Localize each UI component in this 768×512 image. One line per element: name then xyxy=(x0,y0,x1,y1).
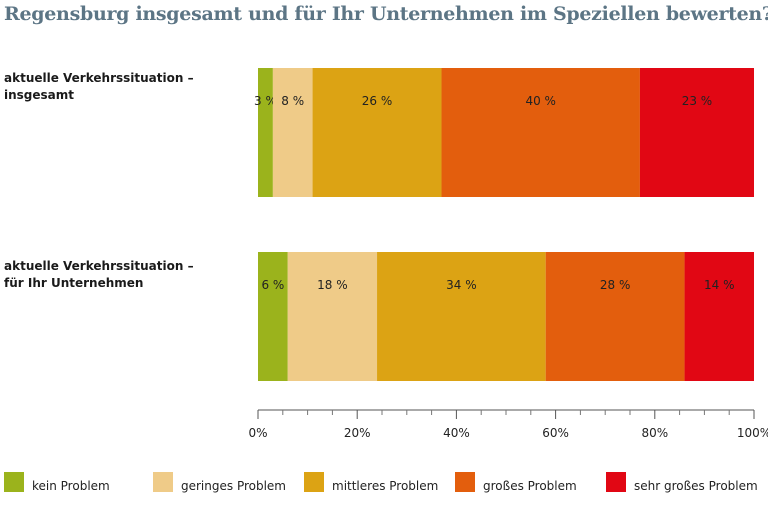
bar-segment-kein-problem xyxy=(258,252,288,381)
data-label: 8 % xyxy=(281,94,304,108)
category-label-line2: für Ihr Unternehmen xyxy=(4,276,144,290)
category-label-line1: aktuelle Verkehrssituation – xyxy=(4,71,194,85)
legend: kein Problem geringes Problem mittleres … xyxy=(0,472,768,502)
data-label: 14 % xyxy=(704,278,735,292)
x-tick-label: 20% xyxy=(344,426,371,440)
bar-segment-mittleres-problem xyxy=(377,252,546,381)
data-label: 18 % xyxy=(317,278,348,292)
data-label: 34 % xyxy=(446,278,477,292)
bar-segment-grosses-problem xyxy=(441,68,640,197)
bar-segment-geringes-problem xyxy=(272,68,313,197)
bar-segment-sehr-grosses-problem xyxy=(684,252,754,381)
stacked-bar-chart: 3 % 8 % 26 % 40 % 23 % 6 % 18 % 34 % 28 % 14 % 0% 2… xyxy=(248,68,768,440)
x-tick-label: 80% xyxy=(641,426,668,440)
bar-segment-mittleres-problem xyxy=(312,68,442,197)
legend-label: mittleres Problem xyxy=(332,479,439,493)
x-tick-label: 100% xyxy=(737,426,768,440)
bar-segment-geringes-problem xyxy=(287,252,378,381)
category-label-unternehmen: aktuelle Verkehrssituation – für Ihr Unt… xyxy=(4,258,234,292)
data-label: 23 % xyxy=(682,94,713,108)
legend-swatch xyxy=(455,472,475,492)
bar-segment-grosses-problem xyxy=(545,252,685,381)
legend-label: sehr großes Problem xyxy=(634,479,758,493)
legend-label: geringes Problem xyxy=(181,479,286,493)
legend-swatch xyxy=(304,472,324,492)
data-label: 28 % xyxy=(600,278,631,292)
x-tick-label: 0% xyxy=(248,426,267,440)
legend-swatch xyxy=(4,472,24,492)
legend-swatch xyxy=(606,472,626,492)
legend-swatch xyxy=(153,472,173,492)
category-label-insgesamt: aktuelle Verkehrssituation – insgesamt xyxy=(4,70,234,104)
data-label: 3 % xyxy=(254,94,277,108)
legend-label: kein Problem xyxy=(32,479,110,493)
data-label: 26 % xyxy=(362,94,393,108)
legend-label: großes Problem xyxy=(483,479,577,493)
chart-title: Regensburg insgesamt und für Ihr Unterne… xyxy=(4,3,768,25)
data-label: 40 % xyxy=(525,94,556,108)
x-tick-label: 60% xyxy=(542,426,569,440)
data-label: 6 % xyxy=(261,278,284,292)
category-label-line1: aktuelle Verkehrssituation – xyxy=(4,259,194,273)
bar-segment-kein-problem xyxy=(258,68,273,197)
bar-segment-sehr-grosses-problem xyxy=(639,68,754,197)
x-tick-label: 40% xyxy=(443,426,470,440)
category-label-line2: insgesamt xyxy=(4,88,75,102)
